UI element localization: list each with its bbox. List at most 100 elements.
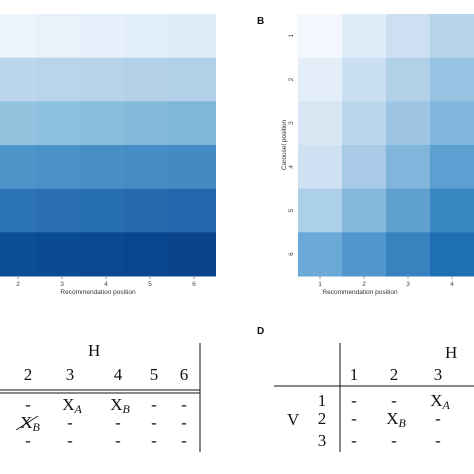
panel-d-cell: - <box>435 431 441 450</box>
heatmap-b-cell <box>386 145 431 190</box>
heatmap-b-cell <box>342 145 387 190</box>
heatmap-a-cell <box>80 14 124 59</box>
panel-b-y-ticks: 1 2 3 4 5 6 <box>288 34 295 256</box>
heatmap-a-cell <box>124 14 168 59</box>
panel-d-column-header: 3 <box>434 365 443 384</box>
heatmap-b-cell <box>430 145 474 190</box>
heatmap-a-cell <box>0 101 36 146</box>
panel-c-column-header: 4 <box>114 365 123 384</box>
heatmap-b-cell <box>386 188 431 233</box>
heatmap-a-cell <box>36 14 80 59</box>
panel-b-x-tick-label: 4 <box>450 281 454 288</box>
panel-c-cell: - <box>151 413 157 432</box>
panel-d-header: H <box>445 343 457 362</box>
heatmap-a-cell <box>0 145 36 190</box>
panel-a-tick-label: 5 <box>148 281 152 288</box>
heatmap-a-cell <box>124 101 168 146</box>
panel-c-column-header: 2 <box>24 365 33 384</box>
panel-c-cell: - <box>25 395 31 414</box>
heatmap-a-cell <box>36 101 80 146</box>
heatmap-a-cell <box>36 57 80 102</box>
panel-d-row-label: V <box>287 410 300 429</box>
panel-c-cell: - <box>181 413 187 432</box>
heatmap-a-cell <box>0 232 36 277</box>
heatmap-a-cell <box>80 188 124 233</box>
heatmap-a-cell <box>124 57 168 102</box>
heatmap-a-cell <box>124 145 168 190</box>
panel-b-y-tick-label: 6 <box>288 252 295 256</box>
heatmap-a-cell <box>36 188 80 233</box>
panel-b-y-tick-label: 3 <box>288 121 295 125</box>
panel-c-cell: XB <box>110 395 130 416</box>
panel-d-column-header: 2 <box>390 365 399 384</box>
heatmap-a-cell <box>0 188 36 233</box>
heatmap-b-cell <box>342 101 387 146</box>
panel-c-header: H <box>88 341 100 360</box>
panel-d-row-number: 3 <box>318 431 327 450</box>
panel-c-strike-mark <box>15 415 39 431</box>
panel-b-x-tick-label: 2 <box>362 281 366 288</box>
panel-a-xlabel: Recommendation position <box>60 289 136 296</box>
heatmap-b-cell <box>298 188 343 233</box>
heatmap-b-cell <box>298 101 343 146</box>
panel-c-cell: - <box>181 395 187 414</box>
panel-a-tick-label: 2 <box>16 281 20 288</box>
panel-c-cell: - <box>67 413 73 432</box>
heatmap-a-cell <box>124 232 168 277</box>
panel-b-x-ticks: 1 2 3 4 <box>318 276 454 288</box>
heatmap-a-cell <box>168 232 216 277</box>
heatmap-a-cell <box>168 14 216 59</box>
panel-d-row-number: 2 <box>318 409 327 428</box>
heatmap-a-cell <box>168 101 216 146</box>
heatmap-b-cell <box>342 14 387 59</box>
panel-a-tick-label: 6 <box>192 281 196 288</box>
panel-c-table: H 2 3 4 5 6- XA XB - -XB - - - -- - - - - <box>0 341 201 452</box>
panel-d-cell: XA <box>430 391 450 412</box>
heatmap-a-cell <box>0 14 36 59</box>
heatmap-b-cell <box>386 57 431 102</box>
panel-b-xlabel: Recommendation position <box>322 289 398 296</box>
panel-c-cell: - <box>181 431 187 450</box>
panel-b-ylabel: Carousel position <box>281 120 288 171</box>
panel-d-letter: D <box>257 326 264 337</box>
heatmap-b-cell <box>386 101 431 146</box>
panel-c-column-header: 6 <box>180 365 189 384</box>
panel-b-x-tick-label: 1 <box>318 281 322 288</box>
heatmap-b-cell <box>298 145 343 190</box>
heatmap-b-cell <box>430 232 474 277</box>
panel-c-cell: - <box>115 431 121 450</box>
heatmap-a-cell <box>168 188 216 233</box>
heatmap-a-cell <box>168 57 216 102</box>
heatmap-b-cell <box>430 188 474 233</box>
heatmap-b-cell <box>342 57 387 102</box>
heatmap-a-cell <box>80 101 124 146</box>
panel-b-y-tick-label: 2 <box>288 77 295 81</box>
panel-c-column-header: 5 <box>150 365 159 384</box>
heatmap-b-cell <box>298 232 343 277</box>
panel-a-tick-label: 3 <box>60 281 64 288</box>
heatmap-a-cell <box>80 57 124 102</box>
panel-d-cell: - <box>351 431 357 450</box>
panel-c-cell: XB <box>20 413 40 434</box>
panel-d-cell: - <box>391 431 397 450</box>
panel-c-column-header: 3 <box>66 365 75 384</box>
panel-a-tick-label: 4 <box>104 281 108 288</box>
panel-c-cell: - <box>25 431 31 450</box>
heatmap-b-cell <box>342 188 387 233</box>
heatmap-b-cell <box>342 232 387 277</box>
heatmap-b-cell <box>298 14 343 59</box>
panel-c-cell: - <box>151 395 157 414</box>
panel-b-y-tick-label: 5 <box>288 208 295 212</box>
panel-d-cell: - <box>391 391 397 410</box>
heatmap-a-cell <box>36 232 80 277</box>
heatmap-a-cell <box>80 232 124 277</box>
panel-b-y-tick-label: 4 <box>288 165 295 169</box>
panel-a-heatmap <box>0 14 216 277</box>
heatmap-b-cell <box>430 57 474 102</box>
heatmap-b-cell <box>430 14 474 59</box>
heatmap-b-cell <box>430 101 474 146</box>
heatmap-a-cell <box>0 57 36 102</box>
panel-d-cell: - <box>435 409 441 428</box>
